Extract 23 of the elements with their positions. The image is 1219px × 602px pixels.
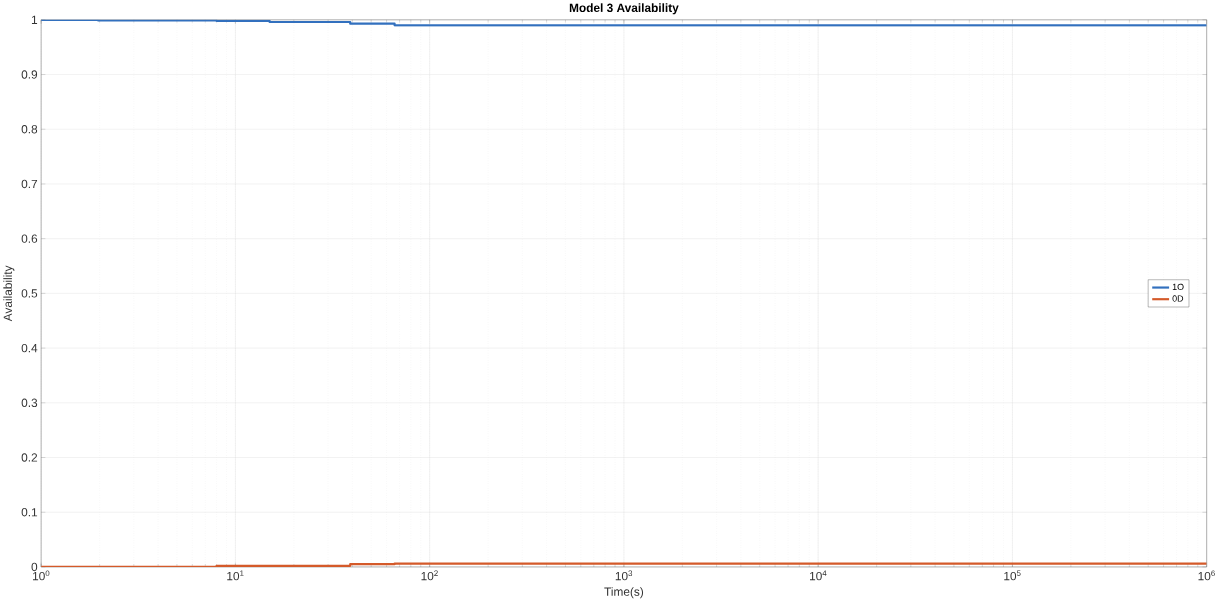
y-tick-label: 0.7 bbox=[21, 179, 38, 189]
x-tick-label: 10$^{0}$ bbox=[33, 570, 50, 581]
x-tick-label: 10$^{3}$ bbox=[615, 570, 633, 581]
y-tick-label: 0.3 bbox=[21, 398, 38, 408]
y-tick-label: 0.8 bbox=[21, 125, 38, 134]
y-tick-label: 0.5 bbox=[21, 289, 38, 298]
y-tick-label: 0.4 bbox=[21, 344, 38, 353]
x-tick-label: 10$^{4}$ bbox=[810, 570, 827, 581]
legend-label: 0D bbox=[1172, 295, 1184, 302]
x-tick-label: 10$^{1}$ bbox=[227, 570, 244, 581]
x-tick-label: 10$^{5}$ bbox=[1004, 570, 1021, 581]
y-tick-label: 0.9 bbox=[21, 70, 38, 79]
y-axis-title: Availability bbox=[3, 265, 15, 322]
y-tick-label: 0.2 bbox=[21, 453, 38, 462]
legend-label: 1O bbox=[1172, 283, 1184, 291]
x-tick-label: 10$^{2}$ bbox=[421, 570, 438, 581]
y-tick-label: 1 bbox=[31, 15, 38, 25]
chart-title: Model 3 Availability bbox=[569, 3, 679, 15]
x-axis-title: Time(s) bbox=[604, 587, 644, 599]
y-tick-label: 0 bbox=[31, 562, 38, 572]
y-tick-label: 0.6 bbox=[21, 234, 38, 244]
x-tick-label: 10$^{6}$ bbox=[1198, 570, 1215, 581]
y-tick-label: 0.1 bbox=[21, 508, 38, 517]
